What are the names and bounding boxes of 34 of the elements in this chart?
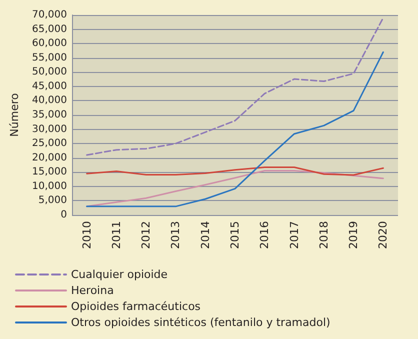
x-tick-label: 2014: [198, 221, 212, 249]
legend-label: Otros opioides sintéticos (fentanilo y tramadol): [71, 316, 330, 329]
y-tick-label: 55,000: [32, 52, 67, 64]
x-tick-label: 2013: [169, 221, 182, 249]
x-tick-label: 2016: [258, 221, 272, 249]
x-tick-label: 2011: [110, 221, 123, 249]
legend-label: Opioides farmacéuticos: [71, 300, 201, 313]
x-tick-label: 2015: [228, 221, 242, 249]
y-tick-label: 25,000: [32, 138, 67, 150]
y-tick-label: 5,000: [38, 195, 67, 206]
line-series: [86, 166, 384, 176]
y-tick-label: 35,000: [32, 110, 67, 120]
x-tick-label: 2017: [288, 221, 301, 249]
y-tick-label: 40,000: [32, 95, 67, 106]
y-tick-label: 65,000: [32, 24, 67, 35]
y-tick-label: 0: [60, 210, 67, 220]
y-tick-label: 70,000: [32, 10, 67, 20]
y-tick-label: 60,000: [32, 38, 67, 50]
line-series: [86, 17, 384, 156]
y-tick-label: 15,000: [32, 166, 67, 178]
y-tick-label: 45,000: [32, 80, 67, 92]
y-axis-title: Número: [8, 92, 21, 137]
line-series: [86, 51, 384, 208]
y-tick-label: 10,000: [32, 180, 67, 192]
x-tick-label: 2019: [347, 221, 360, 249]
y-tick-label: 30,000: [32, 124, 67, 135]
x-tick-label: 2010: [80, 221, 94, 249]
y-tick-label: 50,000: [32, 66, 67, 78]
y-tick-label: 20,000: [32, 152, 67, 164]
legend-label: Cualquier opioide: [71, 268, 168, 281]
x-tick-label: 2018: [317, 221, 330, 249]
legend-label: Heroina: [71, 284, 114, 297]
x-tick-label: 2012: [140, 221, 153, 249]
x-tick-label: 2020: [376, 221, 390, 249]
